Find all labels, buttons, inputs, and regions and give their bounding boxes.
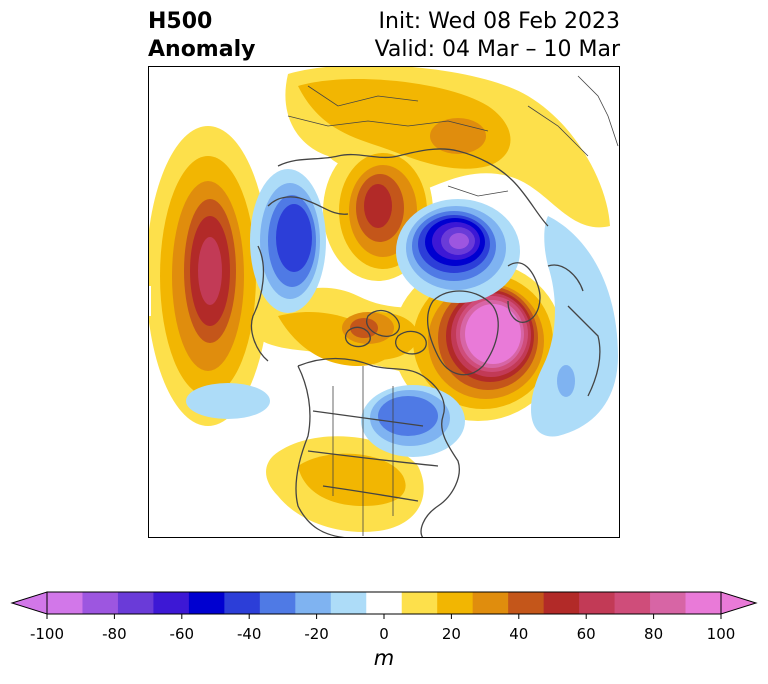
colorbar-swatch	[401, 592, 438, 614]
colorbar-tick-label: 80	[644, 625, 664, 643]
colorbar-swatch	[579, 592, 616, 614]
colorbar-tick-label: 40	[509, 625, 529, 643]
title-type: Anomaly	[148, 37, 256, 62]
colorbar-swatch	[650, 592, 687, 614]
colorbar-unit-label: m	[373, 646, 395, 670]
colorbar-swatch	[47, 592, 83, 614]
colorbar-tick-label: -60	[169, 625, 195, 643]
map-title-left: H500 Anomaly	[148, 8, 255, 64]
colorbar-swatch	[82, 592, 119, 614]
colorbar-swatch	[543, 592, 580, 614]
colorbar-swatch	[188, 592, 225, 614]
colorbar-swatch	[259, 592, 296, 614]
colorbar-swatch	[117, 592, 154, 614]
colorbar-swatch	[295, 592, 332, 614]
colorbar-tick-label: -80	[102, 625, 127, 643]
colorbar-tick-label: 100	[706, 625, 736, 643]
colorbar-extend-high	[720, 591, 758, 615]
colorbar-swatch	[685, 592, 722, 614]
colorbar-swatch	[153, 592, 190, 614]
colorbar-swatch	[508, 592, 545, 614]
colorbar-tick-label: 60	[576, 625, 596, 643]
map-edge-gap	[148, 286, 151, 316]
title-init-date: Init: Wed 08 Feb 2023	[378, 9, 620, 34]
colorbar-swatch	[330, 592, 367, 614]
positive-anomaly-levels	[160, 78, 553, 506]
colorbar	[10, 591, 758, 619]
colorbar-swatch	[437, 592, 474, 614]
colorbar-tick-label: 0	[379, 625, 389, 643]
title-variable: H500	[148, 9, 213, 34]
colorbar-extend-low	[10, 591, 48, 615]
map-title-right: Init: Wed 08 Feb 2023 Valid: 04 Mar – 10…	[375, 8, 620, 64]
colorbar-tick-label: -20	[304, 625, 329, 643]
colorbar-tick-label: -40	[236, 625, 262, 643]
colorbar-swatch	[366, 592, 403, 614]
colorbar-swatch	[224, 592, 261, 614]
colorbar-tick-label: 20	[441, 625, 461, 643]
coastlines	[250, 75, 619, 538]
colorbar-swatch	[614, 592, 651, 614]
negative-anomaly-levels	[186, 169, 618, 457]
colorbar-tick-label: -100	[29, 625, 65, 643]
map-frame	[148, 66, 620, 538]
title-valid-range: Valid: 04 Mar – 10 Mar	[374, 37, 620, 62]
colorbar-swatch	[472, 592, 509, 614]
anomaly-map	[148, 66, 620, 538]
